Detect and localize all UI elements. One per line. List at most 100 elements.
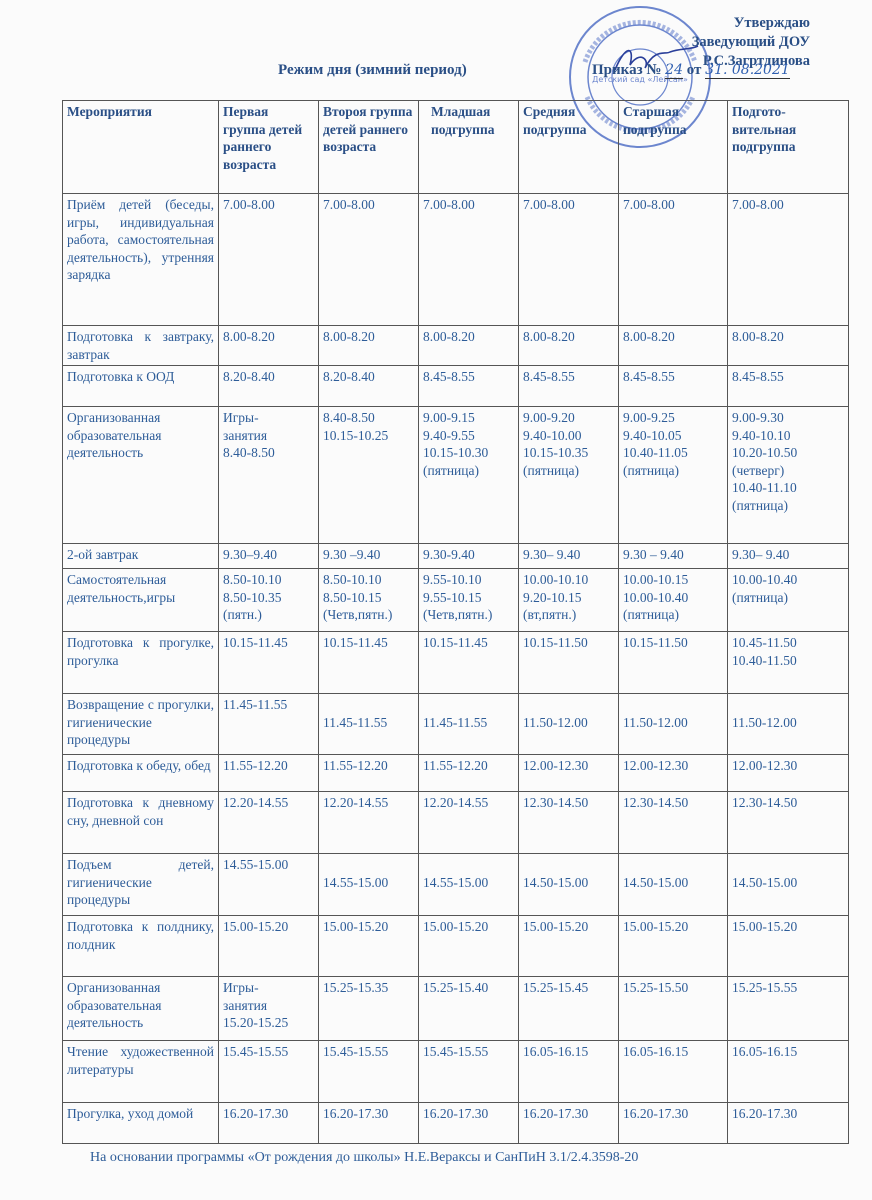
time-cell: 8.00-8.20 [318, 325, 419, 366]
time-cell: 10.45-11.50 10.40-11.50 [727, 631, 849, 694]
activity-cell: Подготовка к завтраку, завтрак [62, 325, 219, 366]
time-cell: 7.00-8.00 [518, 193, 619, 326]
table-row: Подготовка к дневному сну, дневной сон 12… [62, 791, 849, 854]
column-header: Старшая подгруппа [618, 100, 728, 194]
time-cell: 10.00-10.15 10.00-10.40 (пятница) [618, 568, 728, 632]
activity-cell: 2-ой завтрак [62, 543, 219, 569]
activity-cell: Подготовка к ООД [62, 365, 219, 407]
table-row: Приём детей (беседы, игры, индивидуальна… [62, 193, 849, 326]
approval-block: Утверждаю Заведующий ДОУ Р.С.Загртдинова [692, 14, 810, 71]
time-cell: 14.50-15.00 [518, 853, 619, 916]
time-cell: Игры- занятия 15.20-15.25 [218, 976, 319, 1041]
time-cell: 8.50-10.10 8.50-10.35 (пятн.) [218, 568, 319, 632]
time-cell: 9.00-9.30 9.40-10.10 10.20-10.50 (четвер… [727, 406, 849, 544]
order-label: Приказ № [592, 62, 662, 78]
activity-cell: Чтение художественной литературы [62, 1040, 219, 1103]
time-cell: 12.30-14.50 [727, 791, 849, 854]
time-cell: 16.05-16.15 [518, 1040, 619, 1103]
time-cell: 12.30-14.50 [618, 791, 728, 854]
time-cell: 8.20-8.40 [218, 365, 319, 407]
column-header: Мероприятия [62, 100, 219, 194]
time-cell: 10.00-10.10 9.20-10.15 (вт,пятн.) [518, 568, 619, 632]
activity-cell: Организованная образовательная деятельно… [62, 976, 219, 1041]
table-row: Подготовка к полднику, полдник 15.00-15.2… [62, 915, 849, 977]
time-cell: 15.00-15.20 [618, 915, 728, 977]
activity-cell: Организованная образовательная деятельно… [62, 406, 219, 544]
table-row: Подготовка к ООД 8.20-8.40 8.20-8.40 8.45-8… [62, 365, 849, 407]
activity-cell: Подготовка к полднику, полдник [62, 915, 219, 977]
time-cell: 12.00-12.30 [518, 754, 619, 792]
approval-position: Заведующий ДОУ [691, 34, 810, 50]
time-cell: 9.30 –9.40 [318, 543, 419, 569]
time-cell: 9.30– 9.40 [727, 543, 849, 569]
page-title: Режим дня (зимний период) [278, 62, 467, 78]
table-row: Чтение художественной литературы 15.45-15… [62, 1040, 849, 1103]
column-header: Средняя подгруппа [518, 100, 619, 194]
table-header-row: Мероприятия Первая группа детей раннего в… [62, 100, 849, 194]
activity-cell: Возвращение с прогулки, гигиенические пр… [62, 693, 219, 755]
time-cell: 7.00-8.00 [727, 193, 849, 326]
time-cell: 15.00-15.20 [318, 915, 419, 977]
time-cell: 8.20-8.40 [318, 365, 419, 407]
time-cell: 16.05-16.15 [727, 1040, 849, 1103]
column-header: Второя группа детей раннего возраста [318, 100, 419, 194]
activity-cell: Подготовка к прогулке, прогулка [62, 631, 219, 694]
time-cell: 10.15-11.50 [618, 631, 728, 694]
activity-cell: Подготовка к дневному сну, дневной сон [62, 791, 219, 854]
table-row: Прогулка, уход домой 16.20-17.30 16.20-17.… [62, 1102, 849, 1144]
time-cell: 11.45-11.55 [418, 693, 519, 755]
time-cell: 9.30–9.40 [218, 543, 319, 569]
time-cell: 12.30-14.50 [518, 791, 619, 854]
order-date: 31. 08.2021 [705, 62, 790, 79]
time-cell: 9.30 – 9.40 [618, 543, 728, 569]
time-cell: 15.00-15.20 [518, 915, 619, 977]
time-cell: 12.20-14.55 [318, 791, 419, 854]
time-cell: 16.20-17.30 [318, 1102, 419, 1144]
time-cell: 10.15-11.50 [518, 631, 619, 694]
schedule-table: Мероприятия Первая группа детей раннего в… [62, 100, 849, 1144]
time-cell: 16.20-17.30 [518, 1102, 619, 1144]
time-cell: 9.00-9.25 9.40-10.05 10.40-11.05 (пятниц… [618, 406, 728, 544]
time-cell: 8.45-8.55 [518, 365, 619, 407]
order-line: Приказ № 24 от 31. 08.2021 [592, 62, 790, 79]
time-cell: 15.45-15.55 [418, 1040, 519, 1103]
order-from: от [686, 62, 702, 78]
approval-line: Утверждаю [733, 15, 810, 31]
time-cell: 15.00-15.20 [727, 915, 849, 977]
time-cell: 9.30– 9.40 [518, 543, 619, 569]
time-cell: 9.00-9.20 9.40-10.00 10.15-10.35 (пятниц… [518, 406, 619, 544]
approval-name: Р.С.Загртдинова [702, 53, 810, 69]
time-cell: 15.25-15.55 [727, 976, 849, 1041]
time-cell: 8.45-8.55 [618, 365, 728, 407]
time-cell: 14.55-15.00 [218, 853, 319, 916]
time-cell: 15.00-15.20 [218, 915, 319, 977]
time-cell: 15.45-15.55 [318, 1040, 419, 1103]
time-cell: 8.50-10.10 8.50-10.15 (Четв,пятн.) [318, 568, 419, 632]
table-row: Организованная образовательная деятельно… [62, 406, 849, 544]
time-cell: 12.00-12.30 [618, 754, 728, 792]
time-cell: 15.25-15.40 [418, 976, 519, 1041]
time-cell: Игры- занятия 8.40-8.50 [218, 406, 319, 544]
time-cell: 16.20-17.30 [618, 1102, 728, 1144]
time-cell: 15.45-15.55 [218, 1040, 319, 1103]
activity-cell: Подготовка к обеду, обед [62, 754, 219, 792]
table-row: Организованная образовательная деятельно… [62, 976, 849, 1041]
time-cell: 16.20-17.30 [418, 1102, 519, 1144]
time-cell: 16.20-17.30 [218, 1102, 319, 1144]
time-cell: 10.15-11.45 [318, 631, 419, 694]
activity-cell: Прогулка, уход домой [62, 1102, 219, 1144]
footer-note: На основании программы «От рождения до ш… [90, 1150, 639, 1165]
time-cell: 11.50-12.00 [727, 693, 849, 755]
time-cell: 12.20-14.55 [218, 791, 319, 854]
time-cell: 7.00-8.00 [318, 193, 419, 326]
time-cell: 8.40-8.50 10.15-10.25 [318, 406, 419, 544]
table-row: Подготовка к прогулке, прогулка 10.15-11.… [62, 631, 849, 694]
order-number: 24 [665, 62, 683, 79]
time-cell: 8.00-8.20 [618, 325, 728, 366]
time-cell: 12.20-14.55 [418, 791, 519, 854]
column-header: Первая группа детей раннего возраста [218, 100, 319, 194]
time-cell: 15.25-15.45 [518, 976, 619, 1041]
time-cell: 14.50-15.00 [727, 853, 849, 916]
time-cell: 14.55-15.00 [318, 853, 419, 916]
activity-cell: Подъем детей, гигиенические процедуры [62, 853, 219, 916]
